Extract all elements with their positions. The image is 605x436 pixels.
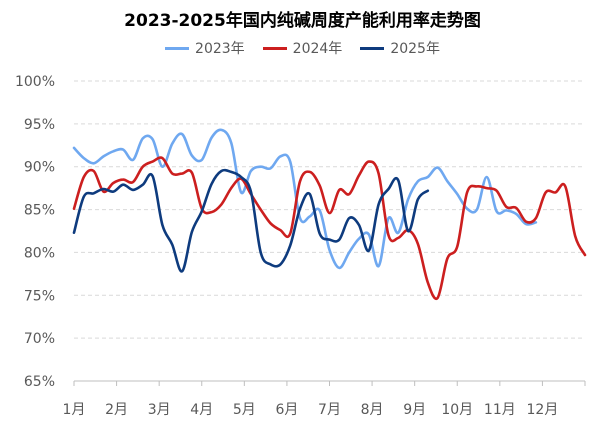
legend-item-2024: 2024年	[262, 38, 343, 58]
legend-swatch-2025	[360, 46, 385, 50]
y-tick-label: 75%	[24, 288, 55, 304]
x-tick-label: 2月	[105, 402, 128, 418]
y-tick-label: 65%	[24, 374, 55, 390]
x-tick-label: 1月	[63, 402, 86, 418]
legend-item-2025: 2025年	[360, 38, 440, 58]
y-tick-label: 100%	[15, 74, 55, 90]
x-tick-label: 5月	[233, 402, 256, 418]
chart-title: 2023-2025年国内纯碱周度产能利用率走势图	[124, 11, 481, 31]
y-tick-label: 85%	[24, 203, 55, 219]
x-tick-label: 6月	[275, 402, 298, 418]
x-tick-label: 8月	[361, 402, 384, 418]
legend-item-2023: 2023年	[165, 38, 245, 58]
x-tick-label: 7月	[318, 402, 341, 418]
x-tick-label: 10月	[441, 402, 473, 418]
y-tick-label: 70%	[24, 331, 55, 347]
y-tick-label: 80%	[24, 245, 55, 261]
x-tick-label: 9月	[403, 402, 426, 418]
y-tick-label: 95%	[24, 117, 55, 133]
legend-label-2025: 2025年	[390, 41, 440, 57]
legend: 2023年 2024年 2025年	[0, 38, 605, 58]
y-tick-label: 90%	[24, 160, 55, 176]
series-line-2023	[72, 128, 538, 270]
x-tick-label: 4月	[190, 402, 213, 418]
legend-label-2024: 2024年	[292, 41, 343, 57]
x-tick-label: 12月	[527, 402, 559, 418]
legend-swatch-2023	[165, 46, 190, 50]
x-tick-label: 3月	[148, 402, 171, 418]
legend-swatch-2024	[262, 46, 287, 50]
x-tick-label: 11月	[484, 402, 516, 418]
series-line-2024	[72, 156, 587, 301]
legend-label-2023: 2023年	[195, 41, 245, 57]
series-line-2025	[72, 168, 430, 273]
